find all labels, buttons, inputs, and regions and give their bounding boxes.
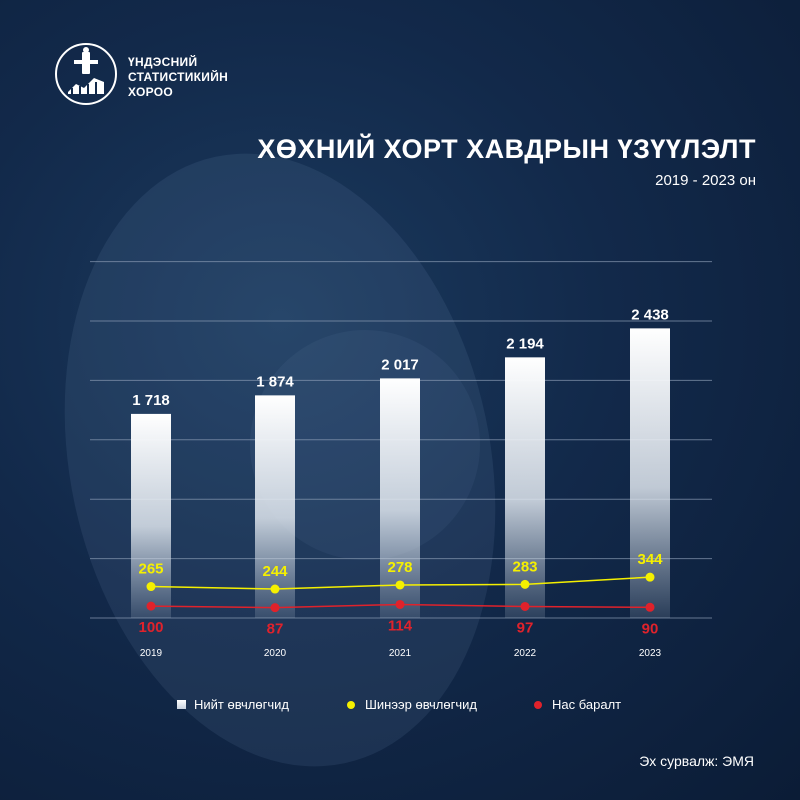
legend-label-new-cases: Шинээр өвчлөгчид (365, 697, 477, 712)
data-label-deaths-2023: 90 (642, 620, 659, 637)
bar-total-2020 (255, 395, 295, 618)
bar-total-2023 (630, 328, 670, 618)
org-line-2: СТАТИСТИКИЙН (128, 70, 229, 84)
org-line-1: ҮНДЭСНИЙ (128, 55, 198, 69)
bar-total-2022 (505, 357, 545, 618)
data-label-deaths-2019: 100 (138, 619, 163, 636)
legend-swatch-total (177, 700, 186, 709)
point-deaths-2019 (146, 601, 156, 611)
legend-item-new-cases: Шинээр өвчлөгчид (347, 697, 477, 712)
point-deaths-2020 (270, 603, 280, 613)
point-deaths-2023 (645, 602, 655, 612)
data-label-total-2020: 1 874 (256, 373, 294, 390)
data-label-total-2022: 2 194 (506, 335, 544, 352)
data-label-new-cases-2020: 244 (262, 563, 288, 580)
point-deaths-2022 (520, 601, 530, 611)
x-tick-label-2020: 2020 (264, 648, 287, 659)
data-label-deaths-2021: 114 (388, 617, 413, 634)
data-label-deaths-2022: 97 (517, 619, 534, 636)
legend-item-deaths: Нас баралт (534, 697, 621, 712)
data-label-new-cases-2021: 278 (387, 559, 412, 576)
data-label-total-2021: 2 017 (381, 356, 419, 373)
nso-logo-icon (55, 43, 117, 105)
legend-swatch-deaths (534, 700, 542, 709)
legend-swatch-new-cases (347, 700, 355, 709)
point-new-cases-2020 (270, 584, 280, 594)
page-title: ХӨХНИЙ ХОРТ ХАВДРЫН ҮЗҮҮЛЭЛТ (257, 134, 756, 164)
x-tick-label-2023: 2023 (639, 648, 662, 659)
x-tick-label-2022: 2022 (514, 648, 537, 659)
legend-label-total: Нийт өвчлөгчид (194, 697, 289, 712)
data-label-new-cases-2023: 344 (637, 551, 663, 568)
point-deaths-2021 (395, 599, 405, 609)
page-subtitle: 2019 - 2023 он (655, 172, 756, 189)
data-label-total-2023: 2 438 (631, 306, 669, 323)
legend-item-total: Нийт өвчлөгчид (177, 697, 289, 712)
point-new-cases-2019 (146, 582, 156, 592)
chart-legend: Нийт өвчлөгчид Шинээр өвчлөгчид Нас бара… (0, 697, 800, 717)
x-tick-label-2019: 2019 (140, 648, 163, 659)
bar-total-2021 (380, 378, 420, 618)
point-new-cases-2021 (395, 580, 405, 590)
data-label-new-cases-2019: 265 (138, 561, 163, 578)
organization-name: ҮНДЭСНИЙ СТАТИСТИКИЙН ХОРОО (128, 55, 228, 100)
data-label-deaths-2020: 87 (267, 621, 284, 638)
data-label-total-2019: 1 718 (132, 392, 170, 409)
legend-label-deaths: Нас баралт (552, 697, 622, 712)
point-new-cases-2022 (520, 579, 530, 589)
data-label-new-cases-2022: 283 (512, 558, 537, 575)
org-line-3: ХОРОО (128, 85, 174, 99)
point-new-cases-2023 (645, 572, 655, 582)
x-tick-label-2021: 2021 (389, 648, 412, 659)
source-note: Эх сурвалж: ЭМЯ (639, 753, 754, 769)
